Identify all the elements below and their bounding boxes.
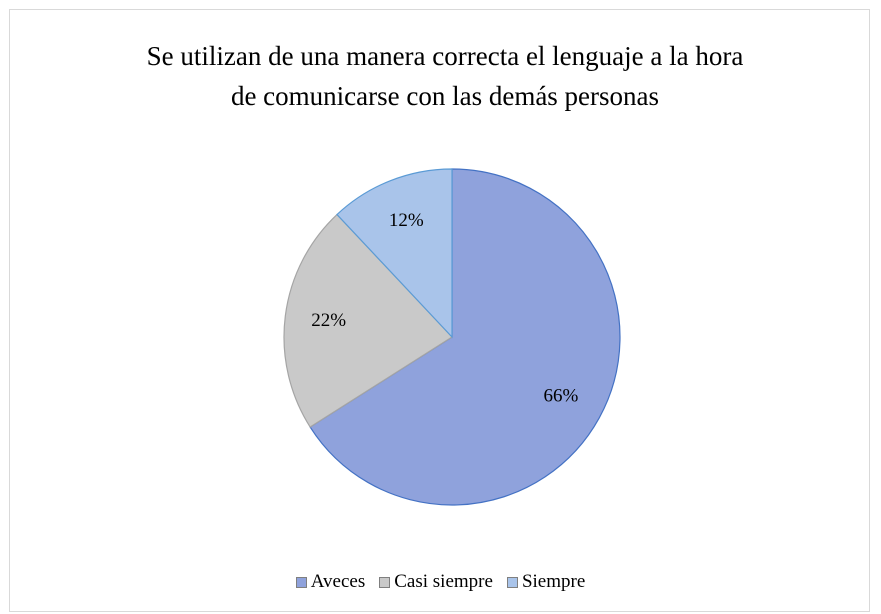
legend: Aveces Casi siempre Siempre — [0, 571, 881, 593]
data-label: 12% — [389, 210, 424, 231]
legend-label: Siempre — [521, 571, 586, 592]
legend-swatch — [295, 576, 307, 588]
chart-frame — [9, 9, 870, 612]
legend-item: Casi siempre — [379, 571, 493, 593]
chart-title: Se utilizan de una manera correcta el le… — [146, 41, 744, 111]
legend-item: Aveces — [295, 571, 366, 593]
pie-slice — [336, 168, 453, 339]
legend-swatch — [379, 576, 391, 588]
data-label: 22% — [311, 310, 346, 331]
pie-slice — [309, 168, 621, 506]
legend-swatch — [506, 576, 518, 588]
legend-label: Casi siempre — [394, 571, 493, 592]
legend-item: Siempre — [506, 571, 586, 593]
legend-label: Aveces — [310, 571, 366, 592]
pie-slice — [283, 213, 453, 428]
data-label: 66% — [544, 385, 579, 406]
